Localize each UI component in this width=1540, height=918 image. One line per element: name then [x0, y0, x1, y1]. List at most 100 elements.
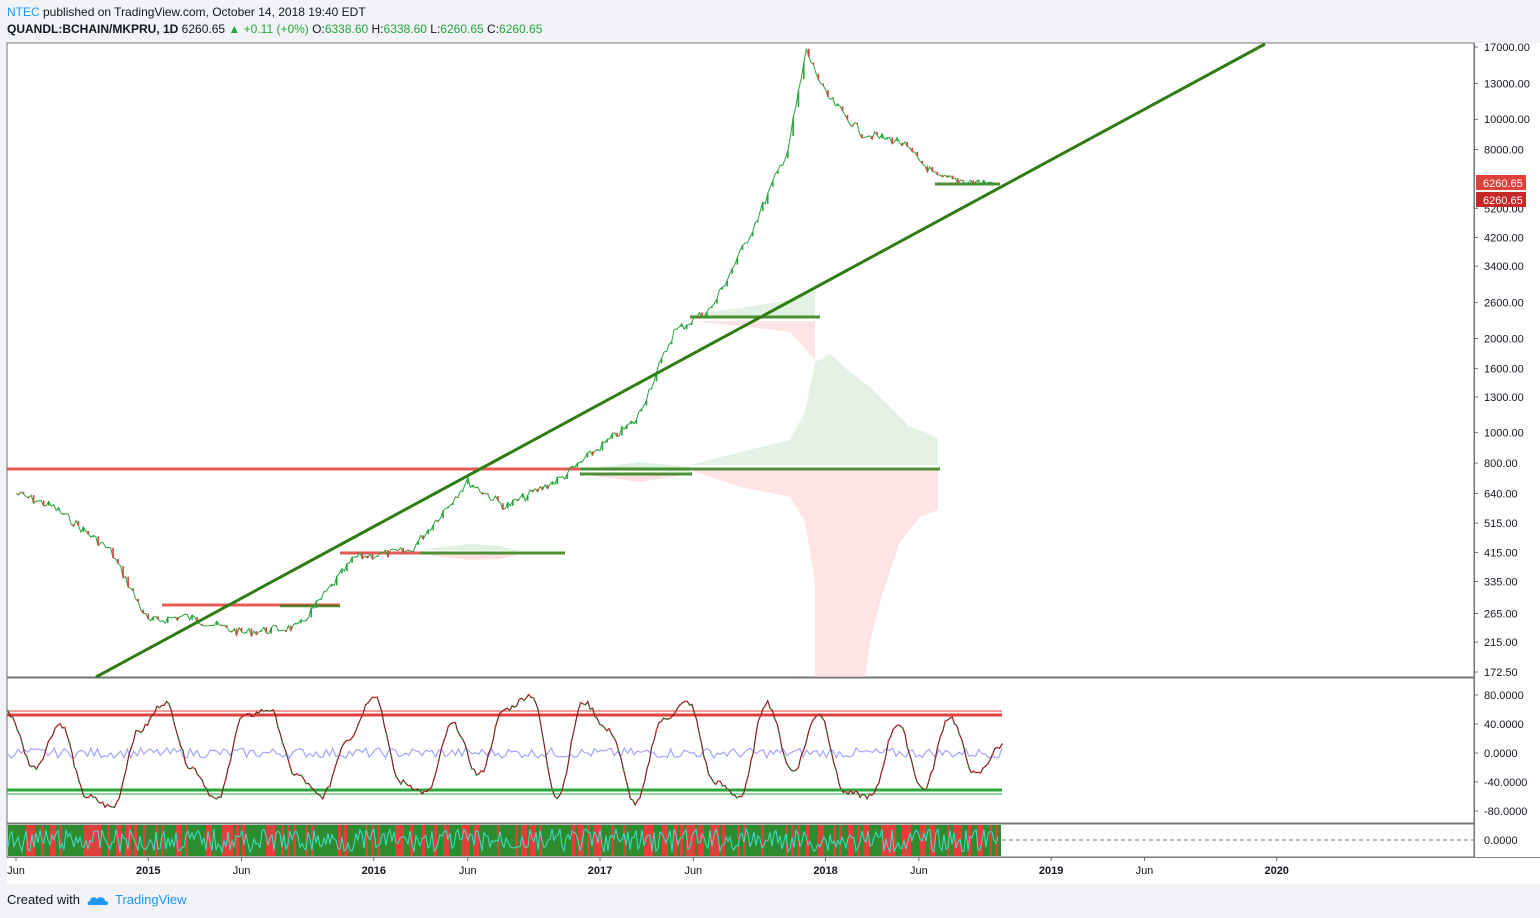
osc-dot [693, 711, 696, 714]
histogram-bar [272, 825, 275, 856]
histogram-bar [383, 825, 386, 856]
osc-dot [825, 731, 828, 734]
osc-dot [769, 706, 772, 709]
histogram-bar [689, 825, 692, 856]
osc-axis[interactable]: 80.0000 40.0000 0.0000 -40.0000 -80.0000 [1474, 690, 1527, 818]
histogram-bar [179, 825, 182, 856]
osc-dot [328, 785, 331, 788]
histogram-bar [752, 825, 755, 856]
histogram-bar [428, 825, 431, 856]
osc-dot [343, 742, 346, 745]
price-axis[interactable]: 17000.0013000.0010000.008000.005200.0042… [1474, 42, 1530, 679]
histogram-bar [980, 825, 983, 856]
histogram-bar [725, 825, 728, 856]
osc-dot [376, 696, 379, 699]
price-label-1: 6260.65 [1483, 178, 1523, 190]
histogram-bar [698, 825, 701, 856]
osc-dot [130, 746, 133, 749]
osc-dot [892, 728, 895, 731]
time-axis[interactable]: Jun 2015 Jun 2016 Jun 2017 Jun 2018 Jun 2019 Jun 20… [7, 857, 1289, 877]
histogram-bar [107, 825, 110, 856]
osc-dot [428, 787, 431, 790]
histogram-bar [191, 825, 194, 856]
histogram-line [7, 827, 999, 854]
histogram-bar [479, 825, 482, 856]
histogram-bar [566, 825, 569, 856]
histogram-bar [545, 825, 548, 856]
osc-dot [106, 803, 109, 806]
volume-profile-low-red [580, 474, 690, 482]
histogram-bar [935, 825, 938, 856]
histogram-bar [197, 825, 200, 856]
chart-svg[interactable]: 17000.0013000.0010000.008000.005200.0042… [0, 42, 1540, 884]
histogram-bar [569, 825, 572, 856]
histogram-bar [245, 825, 248, 856]
footer: Created with TradingView [0, 884, 1540, 918]
osc-dot [418, 789, 421, 792]
symbol-name[interactable]: QUANDL:BCHAIN/MKPRU, 1D [7, 22, 179, 36]
histogram-bar [731, 825, 734, 856]
histogram-bar [131, 825, 134, 856]
histogram-bar [512, 825, 515, 856]
osc-dot [347, 739, 350, 742]
osc-dot [773, 717, 776, 720]
osc-dot [276, 726, 279, 729]
histogram-bar [839, 825, 842, 856]
osc-dot [972, 770, 975, 773]
histogram-bar [221, 825, 224, 856]
osc-dot [291, 772, 293, 775]
osc-dot [139, 731, 142, 734]
histogram-bar [584, 825, 587, 856]
osc-dot [712, 780, 715, 783]
osc-dot [201, 778, 204, 781]
histogram-bar [260, 825, 263, 856]
histogram-bar [53, 825, 56, 856]
osc-dot [783, 754, 786, 757]
osc-dot [49, 737, 52, 740]
osc-dot [456, 730, 459, 733]
change-value: +0.11 (+0%) [243, 22, 309, 36]
histogram-bar [59, 825, 62, 856]
osc-dot [494, 725, 497, 728]
tradingview-label[interactable]: TradingView [115, 892, 187, 907]
osc-dot [948, 717, 951, 720]
osc-dot [920, 786, 923, 789]
osc-dot [759, 714, 762, 717]
osc-dot [485, 763, 488, 766]
osc-dot [7, 710, 9, 713]
histogram-bar [215, 825, 218, 856]
osc-dot [570, 740, 573, 743]
osc-tick-label: -80.0000 [1484, 806, 1527, 818]
low-label: L: [430, 22, 441, 36]
osc-dot [54, 726, 57, 729]
osc-dot [683, 700, 686, 703]
high-value: 6338.60 [383, 22, 427, 36]
osc-dot [68, 741, 71, 744]
osc-dot [262, 710, 265, 713]
time-tick-label: Jun [7, 865, 25, 877]
osc-dot [958, 733, 961, 736]
histogram-bar [917, 825, 920, 856]
osc-dot [797, 766, 800, 769]
osc-series [7, 693, 1003, 809]
price-pane-bg [6, 42, 1475, 678]
trend-line[interactable] [95, 42, 1266, 679]
osc-dot [248, 712, 251, 715]
histogram-bar [158, 825, 161, 856]
osc-dot [698, 731, 701, 734]
osc-tick-label: -40.0000 [1484, 777, 1527, 789]
osc-dot [480, 769, 483, 772]
histogram-bar [182, 825, 185, 856]
osc-dot [380, 711, 383, 714]
histogram-bar [986, 825, 989, 856]
histogram-bar [878, 825, 881, 856]
osc-dot [896, 724, 899, 727]
histogram-bar [818, 825, 821, 856]
histogram-bar [230, 825, 233, 856]
osc-dot [811, 719, 814, 722]
osc-dot [324, 791, 327, 794]
close-label: C: [487, 22, 500, 36]
author-link[interactable]: NTEC [7, 5, 40, 19]
histogram-bar [593, 825, 596, 856]
tradingview-link[interactable]: TradingView [87, 892, 187, 907]
